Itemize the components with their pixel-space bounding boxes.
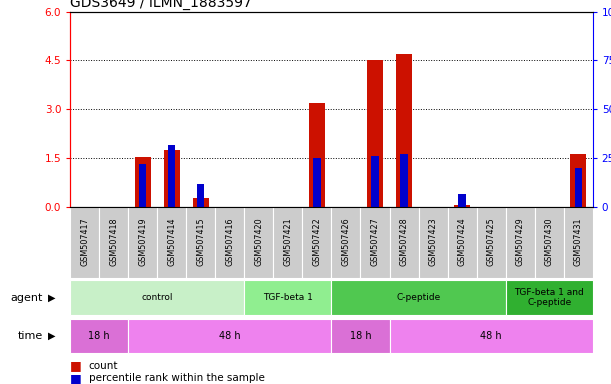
Text: GDS3649 / ILMN_1883597: GDS3649 / ILMN_1883597 (70, 0, 252, 10)
Bar (419, 207, 447, 278)
Text: TGF-beta 1: TGF-beta 1 (263, 293, 313, 302)
Text: GSM507428: GSM507428 (400, 217, 409, 266)
Bar (400, 154, 408, 207)
Bar (564, 207, 593, 278)
Bar (164, 150, 180, 207)
Text: GSM507429: GSM507429 (516, 217, 525, 266)
Text: percentile rank within the sample: percentile rank within the sample (89, 373, 265, 383)
Text: GSM507430: GSM507430 (544, 217, 554, 266)
Text: GSM507424: GSM507424 (458, 217, 467, 266)
Bar (574, 168, 582, 207)
Text: GSM507421: GSM507421 (284, 217, 293, 266)
Text: TGF-beta 1 and
C-peptide: TGF-beta 1 and C-peptide (514, 288, 584, 307)
Text: control: control (142, 293, 173, 302)
Text: GSM507417: GSM507417 (80, 217, 89, 266)
Bar (535, 207, 564, 278)
Bar (139, 164, 147, 207)
Bar (100, 207, 128, 278)
Bar (454, 205, 470, 207)
Bar (70, 280, 244, 315)
Bar (371, 156, 379, 207)
Bar (158, 207, 186, 278)
Text: 48 h: 48 h (480, 331, 502, 341)
Bar (70, 207, 99, 278)
Bar (396, 54, 412, 207)
Text: GSM507431: GSM507431 (574, 217, 583, 266)
Bar (302, 207, 331, 278)
Text: 18 h: 18 h (89, 331, 110, 341)
Bar (458, 194, 466, 207)
Bar (477, 207, 506, 278)
Bar (244, 207, 273, 278)
Bar (331, 319, 390, 353)
Bar (390, 207, 419, 278)
Bar (274, 207, 302, 278)
Text: 48 h: 48 h (219, 331, 241, 341)
Text: C-peptide: C-peptide (397, 293, 441, 302)
Bar (70, 319, 128, 353)
Bar (390, 319, 593, 353)
Bar (128, 319, 331, 353)
Text: GSM507416: GSM507416 (225, 217, 235, 266)
Bar (244, 280, 331, 315)
Bar (197, 184, 205, 207)
Bar (313, 158, 321, 207)
Bar (135, 157, 151, 207)
Text: GSM507425: GSM507425 (486, 217, 496, 266)
Bar (447, 207, 477, 278)
Text: ■: ■ (70, 359, 82, 372)
Bar (128, 207, 158, 278)
Bar (506, 207, 535, 278)
Text: GSM507414: GSM507414 (167, 217, 177, 266)
Text: GSM507415: GSM507415 (196, 217, 205, 266)
Text: ▶: ▶ (48, 331, 55, 341)
Bar (331, 207, 360, 278)
Bar (216, 207, 244, 278)
Text: GSM507422: GSM507422 (312, 217, 321, 266)
Text: ■: ■ (70, 372, 82, 384)
Bar (506, 280, 593, 315)
Bar (309, 103, 325, 207)
Text: agent: agent (10, 293, 43, 303)
Bar (193, 198, 209, 207)
Text: GSM507423: GSM507423 (428, 217, 437, 266)
Text: GSM507420: GSM507420 (254, 217, 263, 266)
Bar (570, 154, 586, 207)
Bar (168, 145, 175, 207)
Bar (367, 61, 383, 207)
Bar (186, 207, 216, 278)
Bar (331, 280, 506, 315)
Text: GSM507426: GSM507426 (342, 217, 351, 266)
Text: time: time (18, 331, 43, 341)
Text: 18 h: 18 h (349, 331, 371, 341)
Text: GSM507418: GSM507418 (109, 217, 119, 266)
Text: GSM507419: GSM507419 (138, 217, 147, 266)
Text: count: count (89, 361, 118, 371)
Text: ▶: ▶ (48, 293, 55, 303)
Bar (360, 207, 390, 278)
Text: GSM507427: GSM507427 (370, 217, 379, 266)
